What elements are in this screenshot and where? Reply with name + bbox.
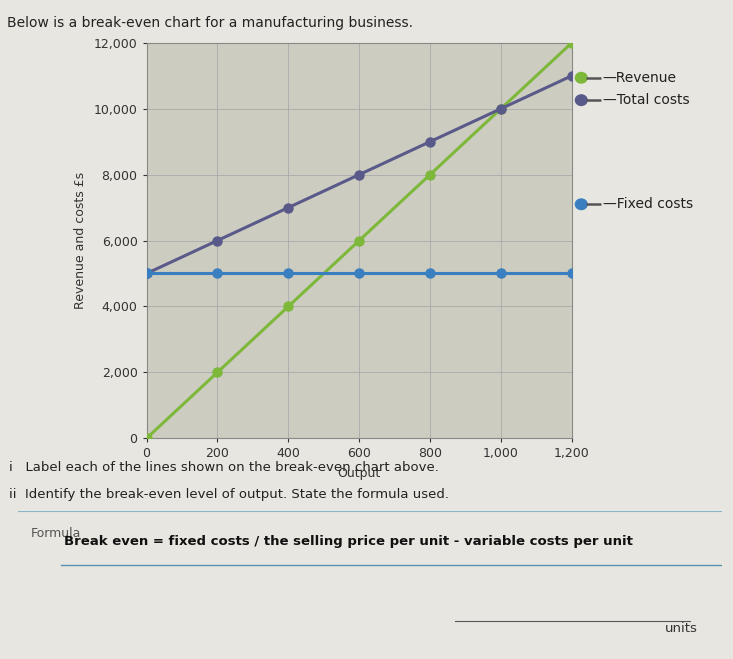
Text: Formula: Formula [31, 527, 81, 540]
Text: i   Label each of the lines shown on the break-even chart above.: i Label each of the lines shown on the b… [9, 461, 438, 474]
Text: —Revenue: —Revenue [603, 71, 677, 85]
Text: Break even = fixed costs / the selling price per unit - variable costs per unit: Break even = fixed costs / the selling p… [64, 535, 633, 548]
Text: units: units [665, 623, 697, 635]
Text: ii  Identify the break-even level of output. State the formula used.: ii Identify the break-even level of outp… [9, 488, 449, 501]
X-axis label: Output: Output [337, 467, 381, 480]
Y-axis label: Revenue and costs £s: Revenue and costs £s [74, 172, 86, 309]
Text: Below is a break-even chart for a manufacturing business.: Below is a break-even chart for a manufa… [7, 16, 413, 30]
Text: —Fixed costs: —Fixed costs [603, 197, 693, 212]
Text: —Total costs: —Total costs [603, 93, 689, 107]
